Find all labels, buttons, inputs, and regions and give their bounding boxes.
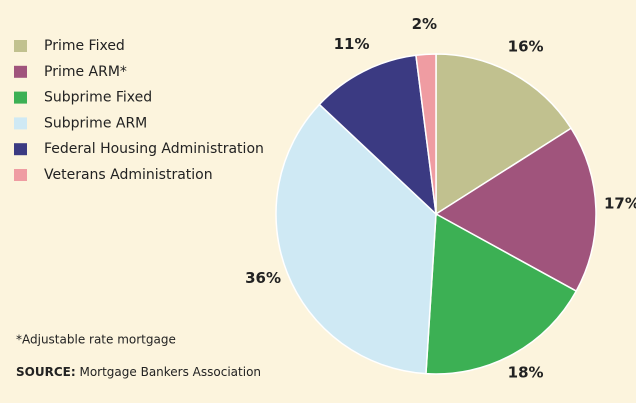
footnote: *Adjustable rate mortgage — [16, 333, 176, 347]
source: SOURCE: Mortgage Bankers Association — [16, 365, 261, 379]
source-text: Mortgage Bankers Association — [79, 365, 261, 379]
pie-slice — [434, 127, 597, 293]
pie-slice — [318, 54, 438, 216]
legend-swatch — [14, 65, 27, 78]
value-label: 36% — [245, 269, 281, 287]
value-label: 2% — [412, 15, 437, 33]
pie-slice — [275, 103, 437, 375]
pie-slice — [425, 212, 578, 375]
value-label: 18% — [508, 363, 544, 381]
legend-swatch — [14, 91, 27, 104]
pie-slice — [415, 53, 437, 215]
legend-label: Prime Fixed — [44, 38, 125, 54]
legend-swatch — [14, 40, 27, 52]
value-label: 17% — [604, 195, 636, 213]
legend-label: Prime ARM* — [44, 64, 127, 80]
legend-label: Veterans Administration — [44, 167, 213, 183]
legend-swatch — [14, 143, 27, 156]
legend-swatch — [14, 117, 27, 130]
legend-swatch — [14, 169, 27, 181]
legend-label: Subprime ARM — [44, 115, 147, 131]
pie-slice — [435, 53, 573, 216]
legend-label: Subprime Fixed — [44, 90, 152, 106]
value-label: 11% — [334, 35, 370, 53]
legend-label: Federal Housing Administration — [44, 141, 264, 157]
source-label: SOURCE: — [16, 365, 76, 379]
value-label: 16% — [508, 38, 544, 56]
